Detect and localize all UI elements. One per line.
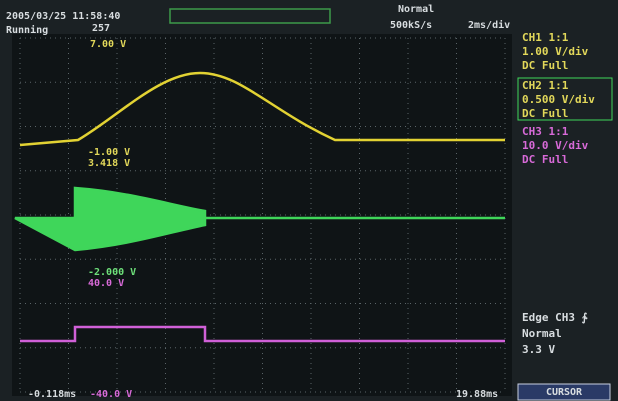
ch1-readout: 7.00 V bbox=[90, 39, 126, 50]
ch2-cursor-b: 40.0 V bbox=[88, 278, 124, 289]
cursor-button-label[interactable]: CURSOR bbox=[546, 387, 583, 398]
ch1-name: CH1 1:1 bbox=[522, 31, 569, 44]
ch3-scale: 10.0 V/div bbox=[522, 139, 589, 152]
trigger-type: Edge CH3 ∱ bbox=[522, 311, 589, 324]
memory-bar bbox=[169, 8, 331, 24]
trigger-level: 3.3 V bbox=[522, 343, 555, 356]
ch1-cursor-b: 3.418 V bbox=[88, 158, 130, 169]
ch1-cursor-a: -1.00 V bbox=[88, 147, 130, 158]
ch3-coupling: DC Full bbox=[522, 153, 568, 166]
time-left: -0.118ms bbox=[28, 389, 76, 400]
sample-rate: 500kS/s bbox=[390, 20, 432, 31]
ch2-trace bbox=[14, 186, 505, 252]
acq-mode: Normal bbox=[398, 4, 434, 15]
datetime: 2005/03/25 11:58:40 bbox=[6, 11, 120, 22]
ch3-trace bbox=[20, 325, 505, 343]
ch2-cursor-a: -2.000 V bbox=[88, 267, 136, 278]
ch1-coupling: DC Full bbox=[522, 59, 568, 72]
cursor-button[interactable] bbox=[517, 383, 611, 401]
run-status: Running bbox=[6, 24, 48, 36]
trigger-mode: Normal bbox=[522, 327, 562, 340]
time-right: 19.88ms bbox=[456, 389, 498, 400]
ch3-bottom: -40.0 V bbox=[90, 389, 132, 400]
ch2-scale: 0.500 V/div bbox=[522, 93, 595, 106]
ch2-coupling: DC Full bbox=[522, 107, 568, 120]
ch2-name: CH2 1:1 bbox=[522, 79, 569, 92]
ch1-scale: 1.00 V/div bbox=[522, 45, 589, 58]
ch2-box bbox=[517, 77, 613, 121]
ch1-trace bbox=[19, 71, 505, 147]
timebase: 2ms/div bbox=[468, 19, 510, 31]
ch3-name: CH3 1:1 bbox=[522, 125, 569, 138]
acq-count: 257 bbox=[92, 23, 110, 34]
